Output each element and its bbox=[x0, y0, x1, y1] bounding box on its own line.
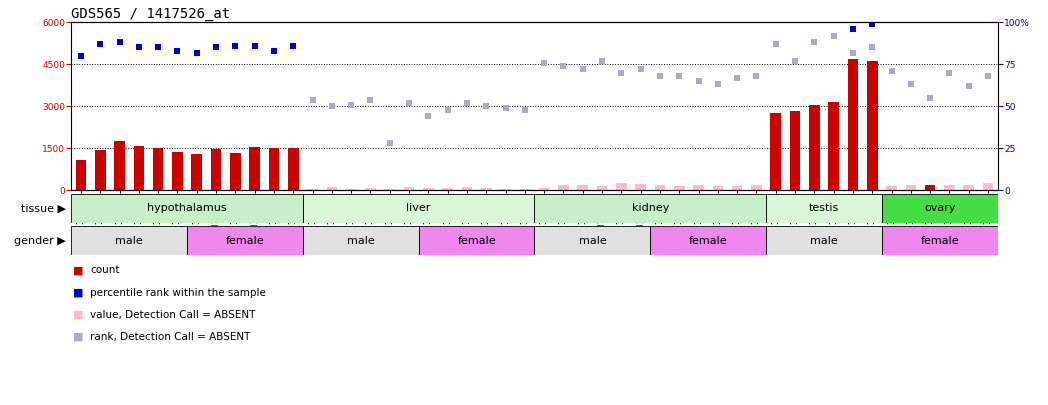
Bar bbox=[650, 226, 766, 255]
Text: testis: testis bbox=[809, 203, 839, 213]
Bar bbox=[881, 226, 998, 255]
Bar bbox=[635, 184, 646, 190]
Text: female: female bbox=[457, 236, 496, 245]
Bar bbox=[71, 194, 303, 223]
Bar bbox=[766, 226, 881, 255]
Bar bbox=[867, 62, 877, 190]
Bar bbox=[887, 186, 897, 190]
Bar bbox=[133, 145, 145, 190]
Bar bbox=[288, 148, 299, 190]
Bar bbox=[534, 194, 766, 223]
Bar bbox=[790, 111, 801, 190]
Bar bbox=[211, 149, 221, 190]
Bar bbox=[655, 185, 665, 190]
Bar bbox=[848, 59, 858, 190]
Bar bbox=[303, 194, 534, 223]
Text: gender ▶: gender ▶ bbox=[15, 236, 66, 245]
Bar bbox=[192, 154, 202, 190]
Text: ■: ■ bbox=[73, 332, 84, 342]
Bar bbox=[713, 186, 723, 190]
Bar bbox=[442, 188, 453, 190]
Bar bbox=[346, 189, 356, 190]
Bar bbox=[751, 185, 762, 190]
Bar bbox=[577, 185, 588, 190]
Bar bbox=[559, 185, 569, 190]
Bar bbox=[385, 189, 395, 190]
Text: male: male bbox=[578, 236, 606, 245]
Bar bbox=[172, 152, 182, 190]
Text: percentile rank within the sample: percentile rank within the sample bbox=[90, 288, 266, 298]
Bar bbox=[230, 153, 241, 190]
Bar bbox=[905, 185, 916, 190]
Text: female: female bbox=[225, 236, 264, 245]
Text: male: male bbox=[347, 236, 374, 245]
Bar bbox=[881, 194, 998, 223]
Bar bbox=[534, 226, 650, 255]
Text: female: female bbox=[920, 236, 959, 245]
Bar bbox=[307, 189, 318, 190]
Bar bbox=[539, 188, 549, 190]
Bar bbox=[75, 160, 86, 190]
Text: ■: ■ bbox=[73, 288, 84, 298]
Text: count: count bbox=[90, 265, 119, 275]
Text: GDS565 / 1417526_at: GDS565 / 1417526_at bbox=[71, 7, 231, 21]
Bar bbox=[616, 183, 627, 190]
Text: ovary: ovary bbox=[924, 203, 956, 213]
Bar bbox=[461, 187, 473, 190]
Bar bbox=[693, 185, 704, 190]
Bar bbox=[732, 186, 742, 190]
Bar bbox=[766, 194, 881, 223]
Text: tissue ▶: tissue ▶ bbox=[21, 203, 66, 213]
Bar bbox=[153, 148, 163, 190]
Bar bbox=[187, 226, 303, 255]
Text: kidney: kidney bbox=[632, 203, 669, 213]
Text: ■: ■ bbox=[73, 310, 84, 320]
Text: ■: ■ bbox=[73, 265, 84, 275]
Bar bbox=[481, 188, 492, 190]
Text: male: male bbox=[115, 236, 143, 245]
Bar bbox=[114, 141, 125, 190]
Text: value, Detection Call = ABSENT: value, Detection Call = ABSENT bbox=[90, 310, 256, 320]
Text: rank, Detection Call = ABSENT: rank, Detection Call = ABSENT bbox=[90, 332, 250, 342]
Bar bbox=[520, 189, 530, 190]
Bar bbox=[809, 105, 820, 190]
Bar bbox=[249, 147, 260, 190]
Bar bbox=[365, 188, 376, 190]
Text: male: male bbox=[810, 236, 837, 245]
Bar bbox=[95, 150, 106, 190]
Bar bbox=[944, 185, 955, 190]
Bar bbox=[963, 185, 974, 190]
Bar bbox=[770, 113, 781, 190]
Bar bbox=[268, 148, 279, 190]
Bar bbox=[983, 183, 994, 190]
Text: hypothalamus: hypothalamus bbox=[148, 203, 226, 213]
Text: female: female bbox=[689, 236, 727, 245]
Bar bbox=[71, 226, 187, 255]
Bar bbox=[924, 185, 936, 190]
Bar bbox=[828, 102, 839, 190]
Bar bbox=[403, 187, 414, 190]
Bar bbox=[327, 187, 337, 190]
Bar bbox=[596, 186, 608, 190]
Bar bbox=[423, 188, 434, 190]
Bar bbox=[303, 226, 418, 255]
Bar bbox=[674, 186, 684, 190]
Text: liver: liver bbox=[407, 203, 431, 213]
Bar bbox=[418, 226, 534, 255]
Bar bbox=[500, 189, 510, 190]
